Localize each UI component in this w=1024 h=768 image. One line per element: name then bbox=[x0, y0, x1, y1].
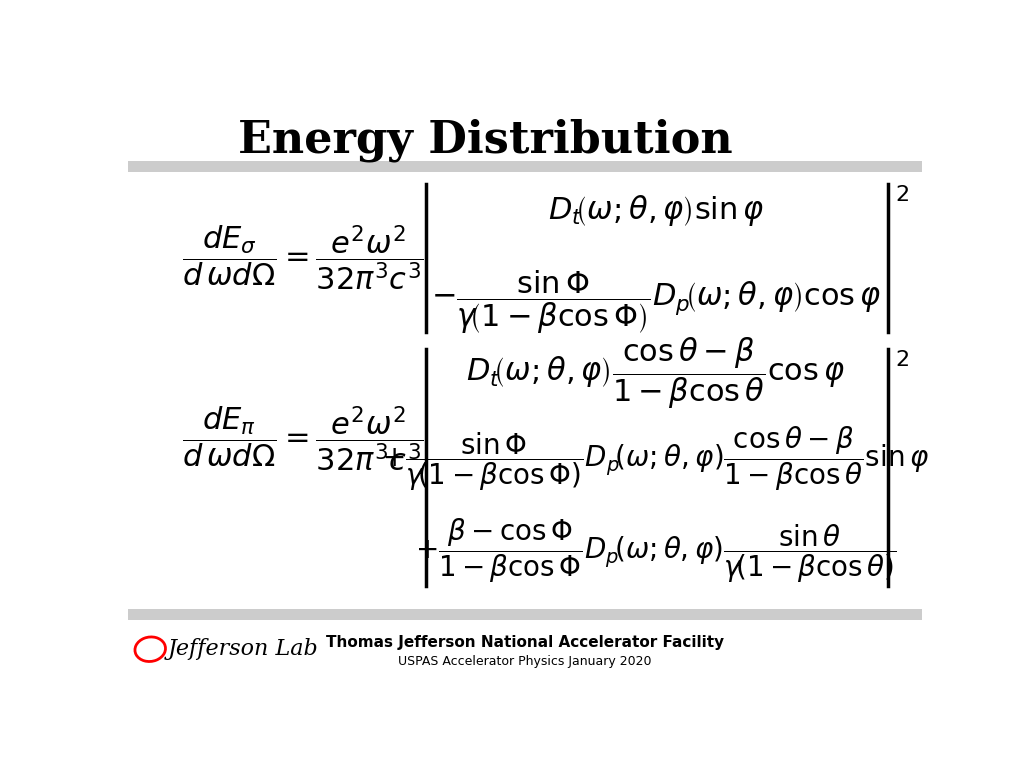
FancyBboxPatch shape bbox=[128, 161, 922, 172]
Text: USPAS Accelerator Physics January 2020: USPAS Accelerator Physics January 2020 bbox=[398, 654, 651, 667]
Text: Energy Distribution: Energy Distribution bbox=[238, 119, 732, 162]
Text: $+\dfrac{\beta-\cos\Phi}{1-\beta\cos\Phi}D_p\!\left(\omega;\theta,\varphi\right): $+\dfrac{\beta-\cos\Phi}{1-\beta\cos\Phi… bbox=[415, 516, 896, 584]
Text: $-\dfrac{\sin\Phi}{\gamma\!\left(1-\beta\cos\Phi\right)}D_p\!\left(\omega;\theta: $-\dfrac{\sin\Phi}{\gamma\!\left(1-\beta… bbox=[430, 268, 881, 336]
Text: $2$: $2$ bbox=[895, 184, 909, 206]
Text: $+\dfrac{\sin\Phi}{\gamma\!\left(1-\beta\cos\Phi\right)}D_p\!\left(\omega;\theta: $+\dfrac{\sin\Phi}{\gamma\!\left(1-\beta… bbox=[382, 425, 930, 493]
Text: $D_t\!\left(\omega;\theta,\varphi\right)\dfrac{\cos\theta-\beta}{1-\beta\cos\the: $D_t\!\left(\omega;\theta,\varphi\right)… bbox=[466, 336, 846, 411]
Text: Thomas Jefferson National Accelerator Facility: Thomas Jefferson National Accelerator Fa… bbox=[326, 634, 724, 650]
FancyBboxPatch shape bbox=[128, 609, 922, 620]
Text: Jefferson Lab: Jefferson Lab bbox=[168, 638, 318, 660]
Text: $D_t\!\left(\omega;\theta,\varphi\right)\sin\varphi$: $D_t\!\left(\omega;\theta,\varphi\right)… bbox=[548, 193, 764, 228]
Text: $\dfrac{dE_{\sigma}}{d\,\omega d\Omega} = \dfrac{e^2\omega^2}{32\pi^3 c^3}$: $\dfrac{dE_{\sigma}}{d\,\omega d\Omega} … bbox=[182, 223, 423, 292]
Text: $2$: $2$ bbox=[895, 349, 909, 372]
Text: $\dfrac{dE_{\pi}}{d\,\omega d\Omega} = \dfrac{e^2\omega^2}{32\pi^3 c^3}$: $\dfrac{dE_{\pi}}{d\,\omega d\Omega} = \… bbox=[182, 404, 423, 472]
